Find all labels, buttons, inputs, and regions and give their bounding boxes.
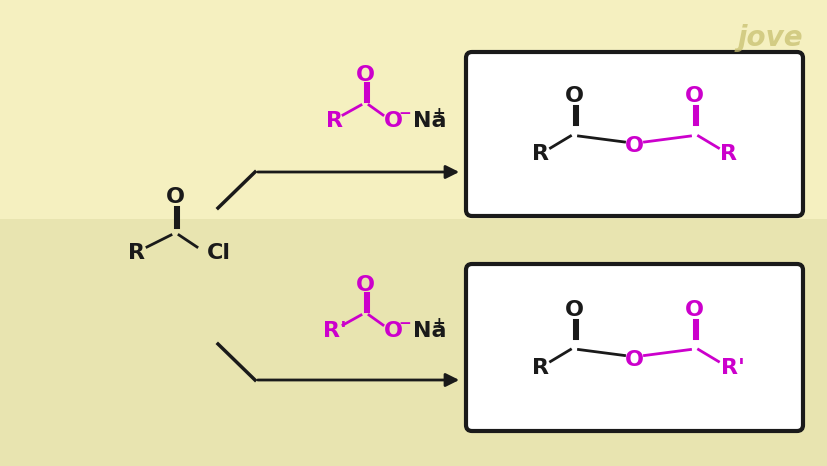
Text: R': R' bbox=[719, 357, 743, 377]
Text: O: O bbox=[383, 111, 402, 131]
Text: R: R bbox=[532, 144, 548, 164]
Text: R: R bbox=[326, 111, 343, 131]
Text: −: − bbox=[398, 315, 411, 330]
Text: O: O bbox=[383, 321, 402, 341]
Text: Na: Na bbox=[413, 111, 446, 131]
Text: O: O bbox=[355, 65, 374, 85]
Text: R: R bbox=[128, 243, 146, 263]
FancyBboxPatch shape bbox=[466, 264, 802, 431]
Text: +: + bbox=[432, 105, 445, 121]
Text: O: O bbox=[165, 187, 184, 207]
FancyBboxPatch shape bbox=[466, 52, 802, 216]
Text: O: O bbox=[624, 136, 643, 156]
Text: O: O bbox=[624, 350, 643, 370]
Text: jove: jove bbox=[736, 24, 802, 52]
Text: O: O bbox=[564, 300, 583, 320]
Text: O: O bbox=[564, 86, 583, 106]
Bar bbox=[0, 0, 827, 219]
Text: Cl: Cl bbox=[207, 243, 231, 263]
Bar bbox=[0, 219, 827, 466]
Text: R': R' bbox=[323, 321, 347, 341]
Text: R: R bbox=[532, 357, 548, 377]
Text: R: R bbox=[719, 144, 736, 164]
Text: O: O bbox=[355, 275, 374, 295]
Text: Na: Na bbox=[413, 321, 446, 341]
Text: −: − bbox=[398, 105, 411, 121]
Text: O: O bbox=[684, 86, 703, 106]
Text: +: + bbox=[432, 315, 445, 330]
Text: O: O bbox=[684, 300, 703, 320]
